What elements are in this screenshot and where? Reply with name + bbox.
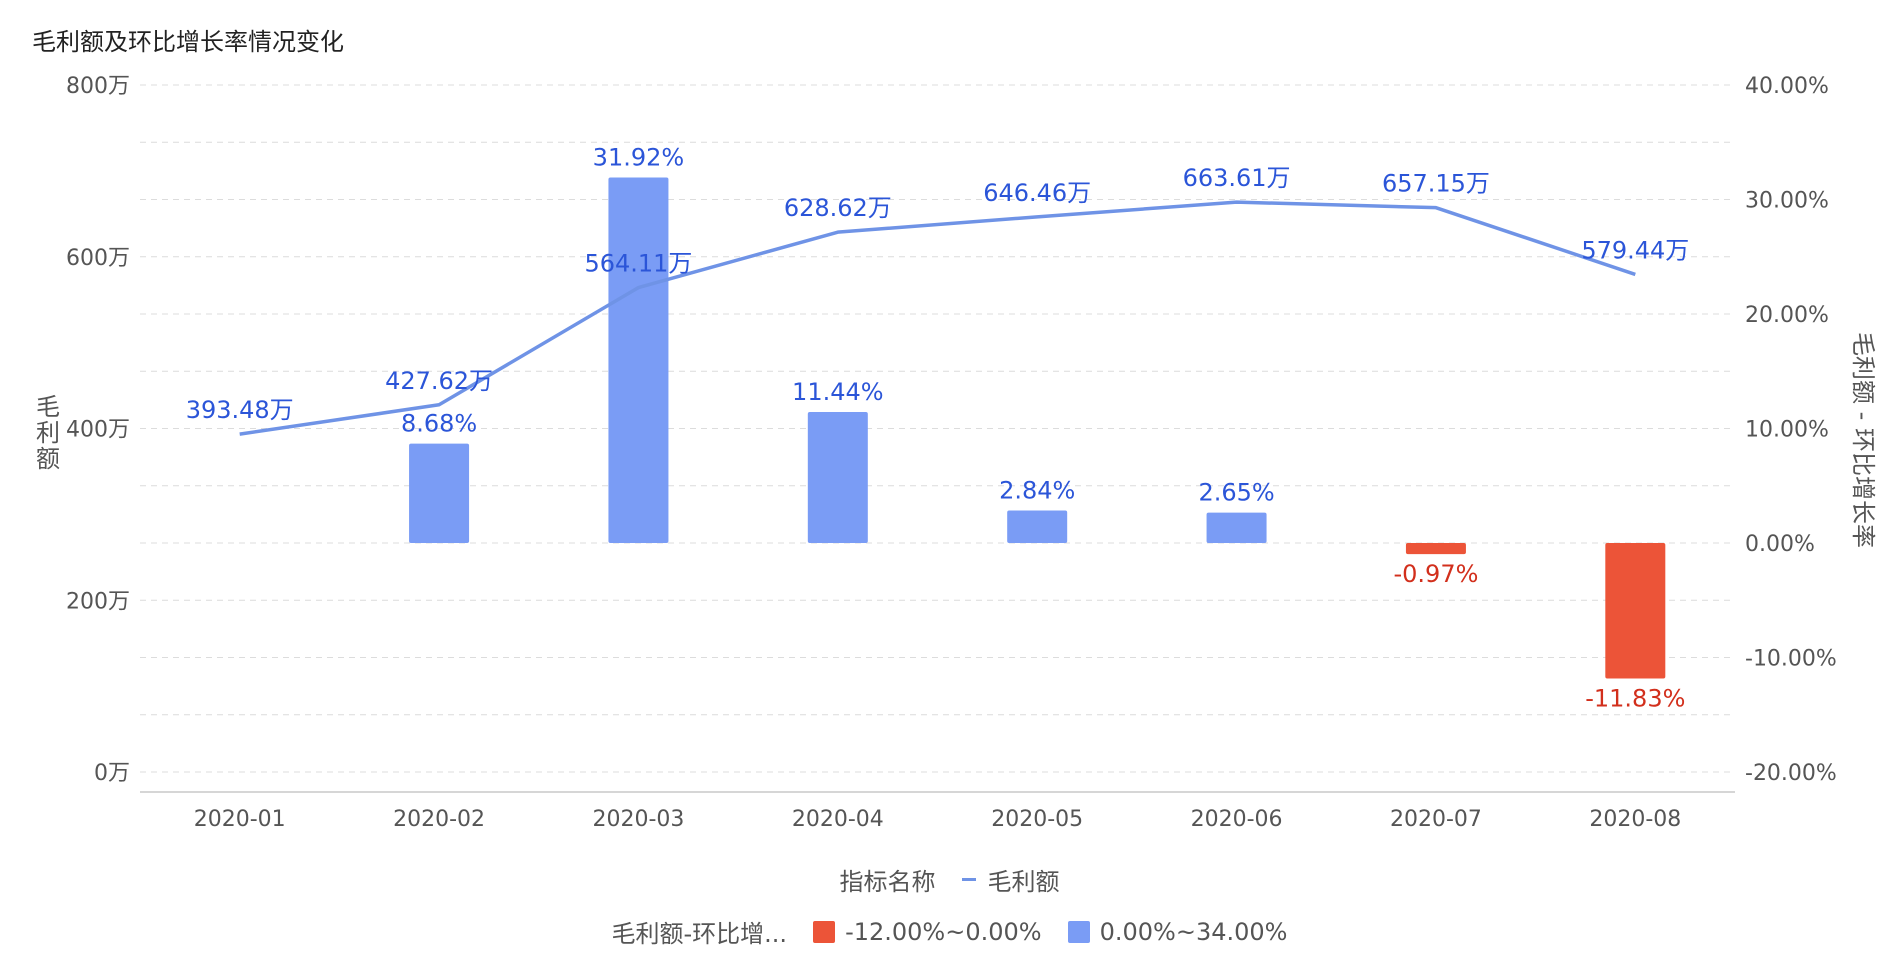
bar-data-label: 11.44% — [792, 378, 884, 406]
legend-item-negative[interactable]: -12.00%~0.00% — [813, 918, 1042, 946]
positive-swatch-icon — [1067, 920, 1090, 943]
line-data-label: 427.62万 — [385, 367, 493, 395]
chart-title: 毛利额及环比增长率情况变化 — [32, 28, 344, 56]
bar — [807, 412, 868, 543]
legend-negative-label: -12.00%~0.00% — [845, 917, 1042, 946]
y-left-tick-label: 0万 — [94, 761, 130, 786]
x-tick-label: 2020-08 — [1589, 807, 1681, 832]
line-data-label: 657.15万 — [1382, 170, 1490, 198]
y-left-tick-label: 800万 — [66, 74, 130, 99]
x-tick-label: 2020-02 — [393, 807, 485, 832]
y-right-tick-label: 10.00% — [1745, 418, 1829, 443]
x-tick-label: 2020-06 — [1191, 807, 1283, 832]
line-data-label: 564.11万 — [584, 250, 692, 278]
line-data-label: 628.62万 — [784, 194, 892, 222]
y-right-tick-label: 30.00% — [1745, 189, 1829, 214]
legend-item-positive[interactable]: 0.00%~34.00% — [1067, 917, 1288, 946]
y-left-axis-title: 毛利额 — [36, 393, 60, 473]
bar-data-label: 2.84% — [999, 476, 1075, 504]
negative-swatch-icon — [813, 920, 836, 943]
bar-data-label: -0.97% — [1393, 560, 1478, 588]
legend-positive-label: 0.00%~34.00% — [1099, 917, 1288, 946]
x-tick-label: 2020-04 — [792, 807, 884, 832]
legend-line-title: 指标名称 — [839, 868, 936, 896]
bar-data-label: -11.83% — [1585, 684, 1685, 712]
y-left-tick-label: 400万 — [66, 418, 130, 443]
x-tick-label: 2020-01 — [194, 807, 286, 832]
legend-bar: 毛利额-环比增... -12.00%~0.00% 0.00%~34.00% — [0, 914, 1899, 949]
bar — [608, 177, 669, 544]
y-right-tick-label: 20.00% — [1745, 303, 1829, 328]
line-series-gross-profit — [239, 200, 1636, 436]
bar — [1605, 543, 1666, 679]
line-data-label: 393.48万 — [186, 396, 294, 424]
line-data-label: 646.46万 — [983, 179, 1091, 207]
x-tick-label: 2020-03 — [592, 807, 684, 832]
legend-line-label: 毛利额 — [987, 868, 1060, 896]
x-tick-label: 2020-07 — [1390, 807, 1482, 832]
y-right-axis-title: 毛利额 - 环比增长率 — [1849, 332, 1877, 548]
bar — [1206, 512, 1267, 543]
bar-data-label: 8.68% — [401, 410, 477, 438]
y-left-tick-label: 200万 — [66, 589, 130, 614]
x-tick-label: 2020-05 — [991, 807, 1083, 832]
bar-data-label: 2.65% — [1198, 479, 1274, 507]
y-right-tick-label: 40.00% — [1745, 74, 1829, 99]
bar-data-label: 31.92% — [593, 144, 685, 172]
bar — [1405, 543, 1466, 555]
y-right-tick-label: -20.00% — [1745, 761, 1837, 786]
y-right-tick-label: 0.00% — [1745, 532, 1815, 557]
legend-line: 指标名称 毛利额 — [0, 862, 1899, 897]
line-swatch-icon — [961, 878, 976, 881]
line-data-label: 663.61万 — [1183, 164, 1291, 192]
bar — [409, 443, 470, 543]
legend-item-gross-profit[interactable]: 毛利额 — [961, 862, 1060, 897]
line-data-label: 579.44万 — [1581, 236, 1689, 264]
combo-chart: 0万 200万 400万 600万 800万 -20.00% -10.00% 0.00% 10.… — [36, 74, 1877, 832]
y-right-tick-label: -10.00% — [1745, 647, 1837, 672]
bar — [1007, 510, 1068, 543]
y-left-tick-label: 600万 — [66, 246, 130, 271]
legend-bar-title: 毛利额-环比增... — [611, 920, 788, 948]
